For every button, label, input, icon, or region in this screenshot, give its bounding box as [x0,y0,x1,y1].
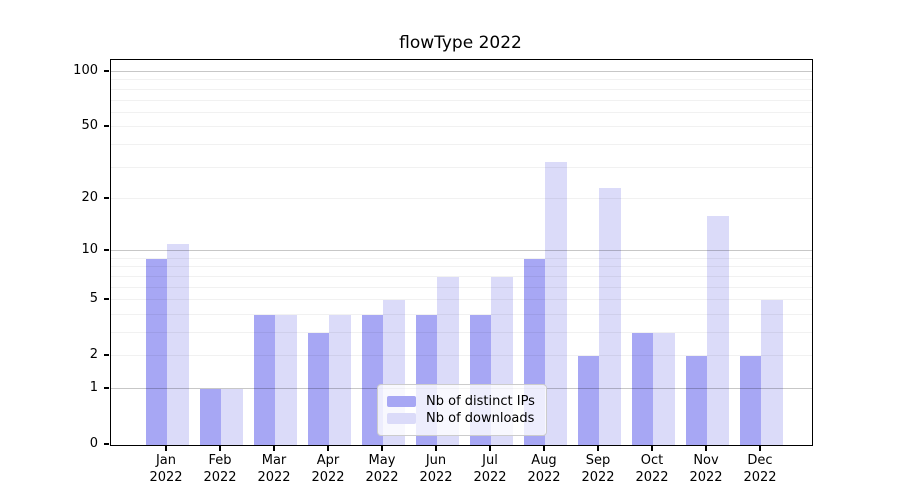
y-tick-label-50: 50 [81,118,98,134]
y-tick-mark-50 [104,125,109,127]
legend-label-downloads: Nb of downloads [426,411,535,426]
bar-downloads-aug [545,162,567,445]
gridline-70 [111,99,812,101]
gridline-80 [111,88,812,90]
x-tick-mark-dec [759,445,761,451]
plot-area: Nb of distinct IPs Nb of downloads [110,59,813,446]
x-tick-mark-aug [543,445,545,451]
gridline-6 [111,286,812,288]
gridline-90 [111,79,812,81]
bar-distinct-ips-mar [253,314,275,445]
y-tick-label-1: 1 [89,380,98,395]
x-tick-mark-jan [165,445,167,451]
bar-distinct-ips-nov [685,356,707,445]
gridline-100 [111,71,812,72]
x-tick-label-mar: Mar 2022 [257,453,291,485]
x-tick-label-nov: Nov 2022 [689,453,723,485]
gridline-30 [111,166,812,168]
x-tick-mark-mar [273,445,275,451]
y-tick-mark-20 [104,197,109,199]
gridline-7 [111,275,812,277]
gridline-9 [111,257,812,259]
x-tick-mark-oct [651,445,653,451]
x-tick-label-dec: Dec 2022 [743,453,777,485]
y-tick-mark-2 [104,354,109,356]
x-tick-mark-apr [327,445,329,451]
y-tick-label-10: 10 [81,242,98,258]
legend-item-distinct-ips: Nb of distinct IPs [387,394,535,409]
gridline-60 [111,111,812,113]
gridline-50 [111,126,812,128]
x-tick-mark-sep [597,445,599,451]
legend-item-downloads: Nb of downloads [387,411,535,426]
legend-label-distinct-ips: Nb of distinct IPs [426,394,535,409]
legend-swatch-distinct-ips [387,396,416,407]
y-tick-label-20: 20 [81,189,98,205]
bar-downloads-jan [167,244,189,445]
x-tick-label-jul: Jul 2022 [473,453,507,485]
x-tick-mark-jul [489,445,491,451]
bar-distinct-ips-dec [739,356,761,445]
y-tick-mark-10 [104,249,109,251]
legend: Nb of distinct IPs Nb of downloads [377,384,547,436]
bar-distinct-ips-oct [631,333,653,445]
y-tick-mark-100 [104,70,109,72]
bar-downloads-feb [221,389,243,445]
legend-swatch-downloads [387,413,416,424]
x-tick-label-aug: Aug 2022 [527,453,561,485]
y-tick-mark-0 [104,443,109,445]
y-tick-mark-1 [104,387,109,389]
x-tick-mark-jun [435,445,437,451]
chart-title: flowType 2022 [399,33,522,53]
bar-downloads-sep [599,188,621,445]
gridline-8 [111,266,812,268]
bar-downloads-dec [761,300,783,445]
x-tick-label-apr: Apr 2022 [311,453,345,485]
bar-distinct-ips-jan [145,258,167,445]
x-tick-label-may: May 2022 [365,453,399,485]
gridline-40 [111,143,812,145]
y-tick-mark-5 [104,298,109,300]
gridline-3 [111,332,812,333]
bar-downloads-nov [707,216,729,445]
x-tick-mark-may [381,445,383,451]
y-tick-label-0: 0 [89,436,98,451]
bar-downloads-apr [329,314,351,445]
gridline-5 [111,299,812,301]
y-tick-label-2: 2 [89,347,98,363]
bar-downloads-oct [653,333,675,445]
x-tick-label-sep: Sep 2022 [581,453,615,485]
gridline-4 [111,313,812,315]
gridline-20 [111,197,812,199]
x-tick-label-feb: Feb 2022 [203,453,237,485]
bar-distinct-ips-sep [577,356,599,445]
x-tick-mark-nov [705,445,707,451]
x-tick-label-jan: Jan 2022 [149,453,183,485]
y-tick-label-5: 5 [89,291,98,307]
y-tick-label-100: 100 [73,63,98,78]
x-tick-mark-feb [219,445,221,451]
bar-distinct-ips-apr [307,333,329,445]
bar-downloads-mar [275,314,297,445]
bar-distinct-ips-feb [199,389,221,445]
gridline-2 [111,355,812,357]
x-tick-label-jun: Jun 2022 [419,453,453,485]
x-tick-label-oct: Oct 2022 [635,453,669,485]
gridline-10 [111,250,812,252]
